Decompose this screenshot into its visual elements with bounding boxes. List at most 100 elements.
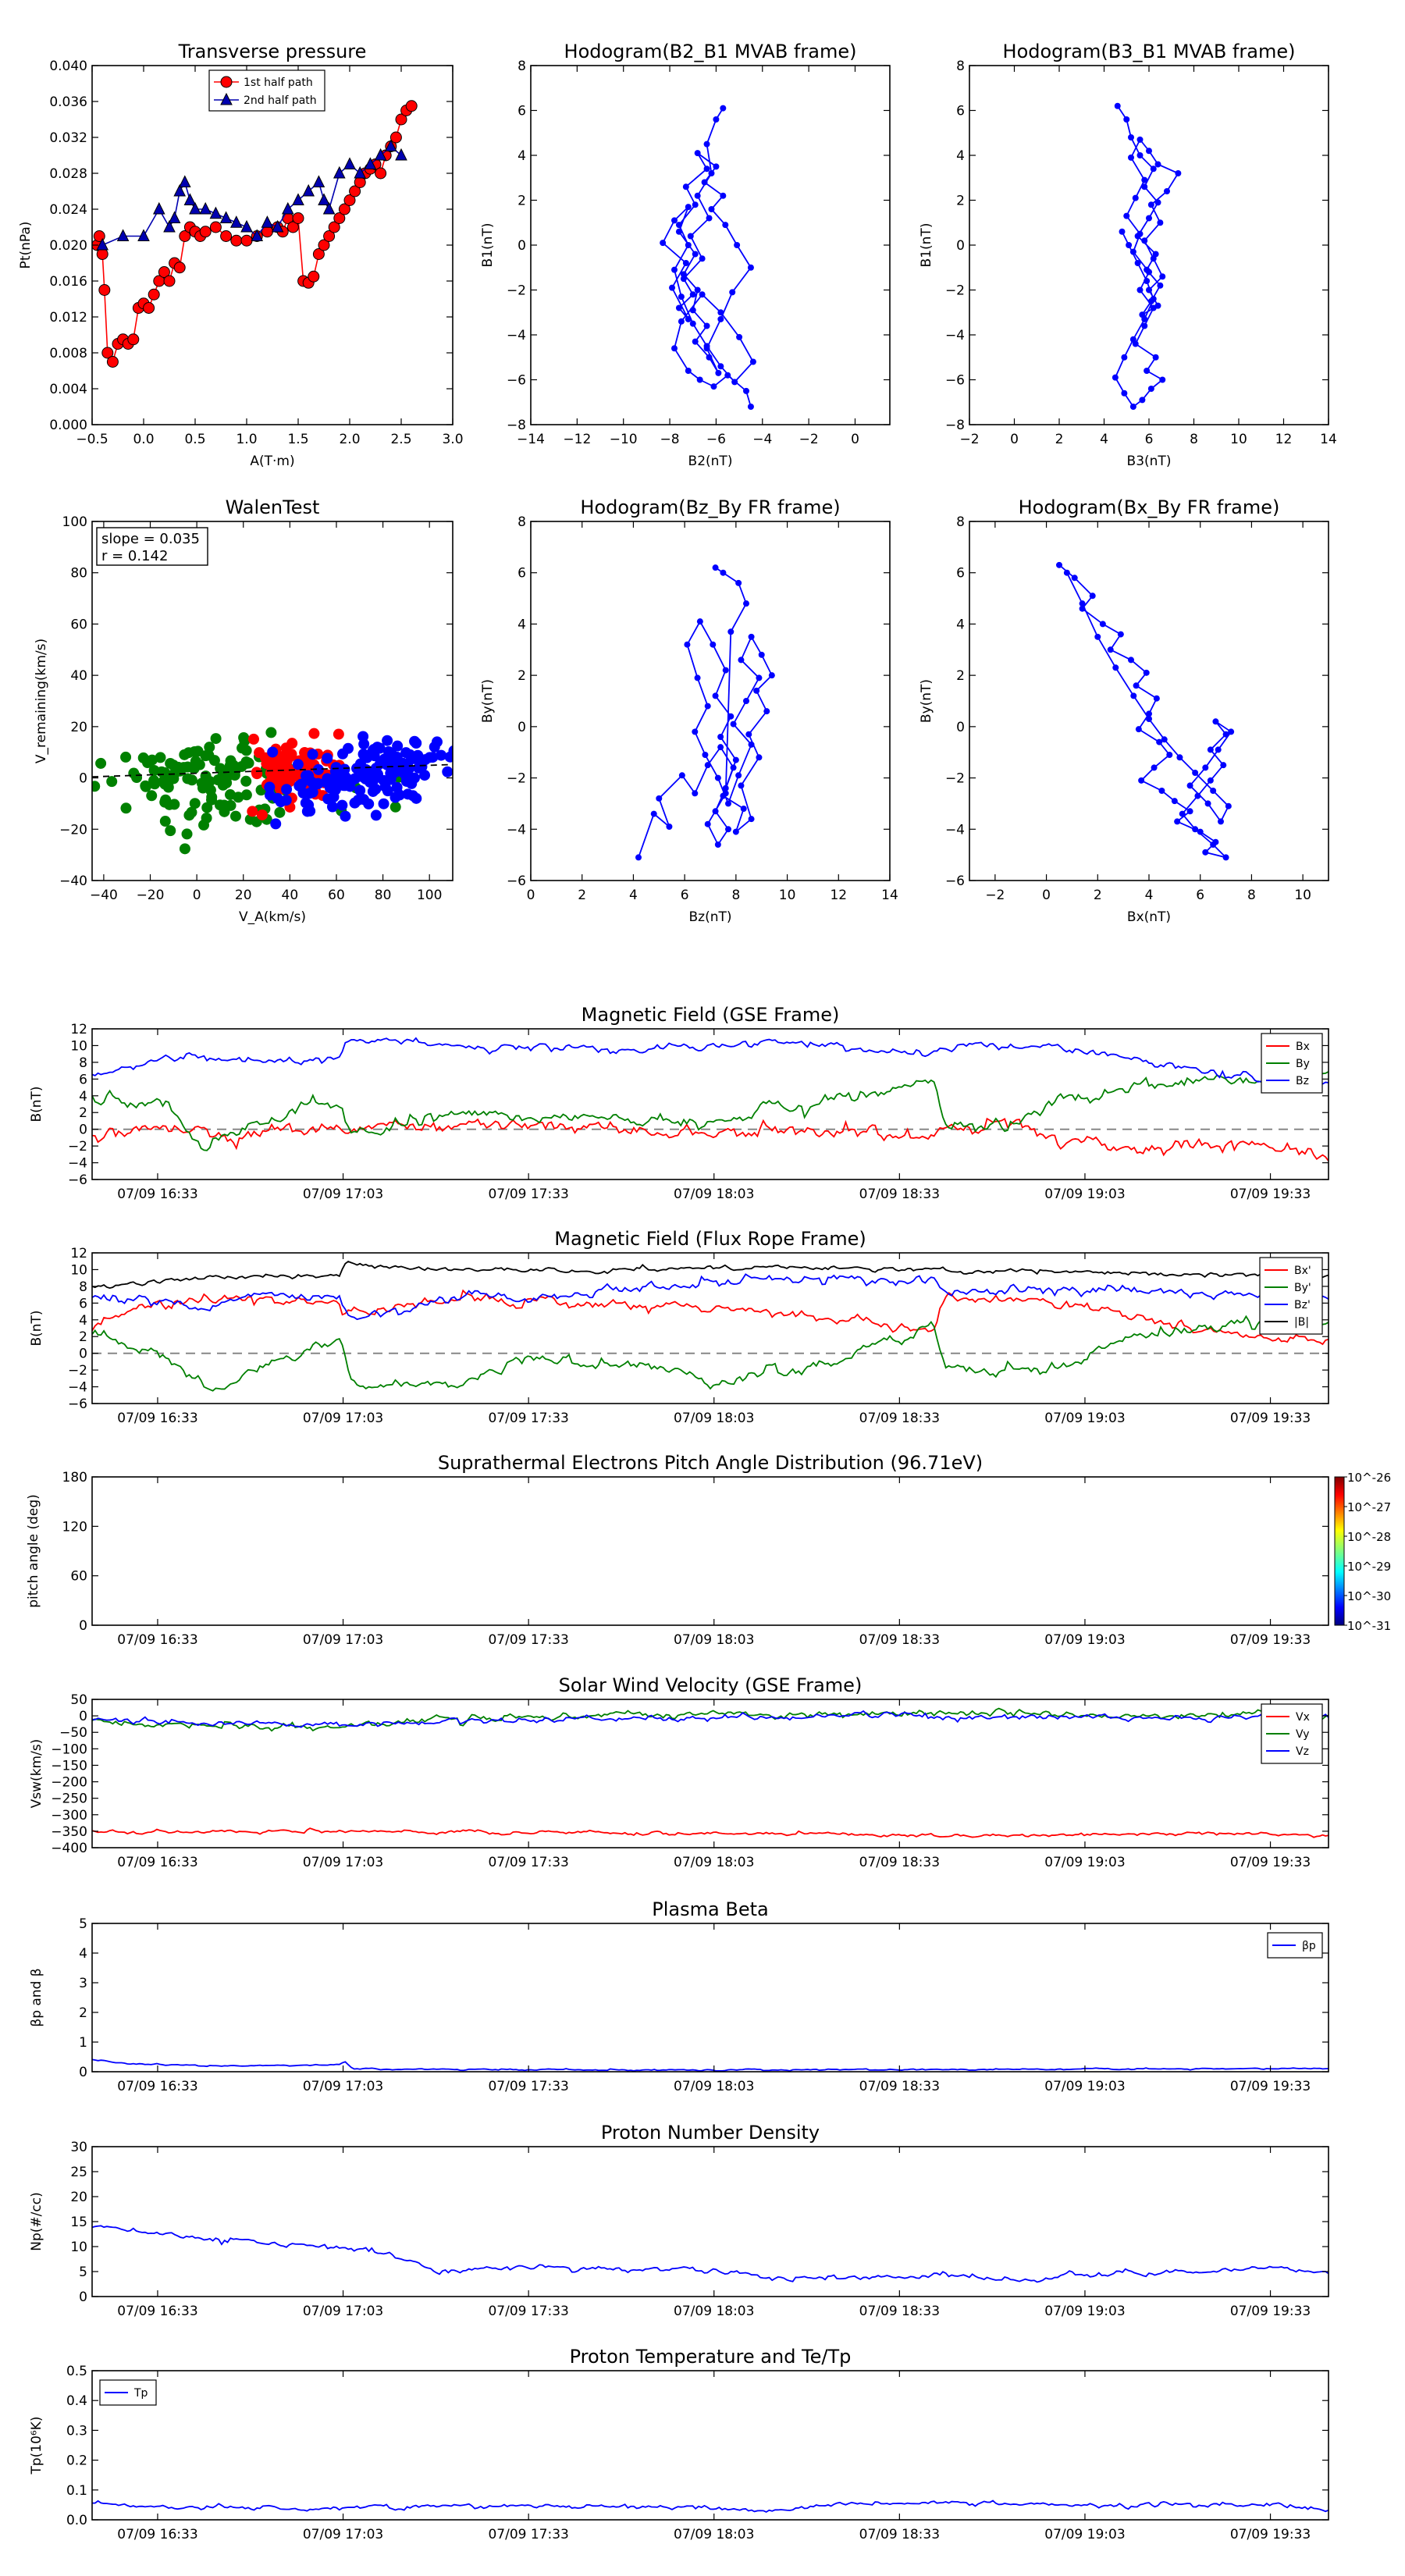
- hodogram-b2-b1-point: [734, 242, 741, 248]
- walen-test-ytick-label: 60: [70, 617, 87, 632]
- hodogram-b3-b1-xtick-label: 0: [1010, 432, 1019, 447]
- walen-test-point-blue: [442, 766, 453, 777]
- plasma-beta-xtick-label: 07/09 17:03: [303, 2079, 383, 2094]
- solar-wind-velocity-legend-label: Vx: [1296, 1711, 1310, 1724]
- transverse-pressure-point-2nd: [333, 165, 346, 179]
- hodogram-b2-b1-point: [671, 217, 678, 224]
- hodogram-bz-by-point: [725, 800, 731, 807]
- hodogram-b2-b1-xtick-label: −4: [752, 432, 772, 447]
- hodogram-bx-by-point: [1176, 754, 1183, 761]
- transverse-pressure-legend-label-2: 2nd half path: [244, 94, 317, 107]
- hodogram-b2-b1-point: [675, 222, 682, 229]
- transverse-pressure-ytick-label: 0.004: [49, 382, 87, 397]
- magnetic-field-flux-rope-legend-label: By': [1294, 1282, 1311, 1294]
- hodogram-b2-b1-point: [717, 315, 724, 322]
- proton-number-density-xtick-label: 07/09 18:33: [859, 2304, 940, 2319]
- walen-test-point-blue: [402, 788, 414, 800]
- magnetic-field-gse-ytick-label: −2: [68, 1139, 87, 1155]
- hodogram-b2-b1-point: [736, 333, 743, 340]
- proton-temperature-ytick-label: 0.0: [66, 2513, 87, 2528]
- walen-test-point-blue: [326, 801, 338, 813]
- proton-temperature-chart: Proton Temperature and Te/Tp 0.0 0.1 0.2 0.3…: [29, 2346, 1329, 2542]
- magnetic-field-gse-ylabel: B(nT): [29, 1086, 44, 1122]
- walen-test-point-blue: [329, 766, 341, 777]
- walen-test-point-blue: [456, 759, 467, 770]
- hodogram-b2-b1-xtick-label: −12: [563, 432, 591, 447]
- hodogram-b2-b1-point: [713, 163, 720, 170]
- transverse-pressure-ytick-label: 0.008: [49, 346, 87, 361]
- hodogram-b3-b1-ytick-label: 8: [956, 59, 965, 74]
- hodogram-bx-by-point: [1186, 782, 1193, 789]
- hodogram-bx-by-point: [1079, 605, 1086, 612]
- walen-test-ylabel: V_remaining(km/s): [34, 639, 49, 763]
- hodogram-bx-by-ytick-label: −4: [945, 822, 965, 838]
- hodogram-bz-by-point: [753, 687, 760, 694]
- hodogram-b2-b1-point: [660, 240, 667, 247]
- transverse-pressure-point-1st: [199, 226, 212, 238]
- transverse-pressure-point-1st: [405, 100, 418, 112]
- hodogram-bx-by-chart: Hodogram(Bx_By FR frame) −6 −4 −2 0 2 4 6 8 −2 0 2 4…: [919, 496, 1329, 925]
- hodogram-b3-b1-point: [1147, 201, 1154, 208]
- hodogram-b3-b1-point: [1152, 354, 1159, 361]
- hodogram-bx-by-point: [1222, 731, 1229, 738]
- hodogram-bx-by-xtick-label: 0: [1042, 888, 1051, 903]
- transverse-pressure-point-2nd: [384, 139, 397, 151]
- solar-wind-velocity-ytick-label: −250: [51, 1791, 87, 1807]
- walen-test-point-blue: [322, 753, 333, 764]
- hodogram-bx-by-point: [1079, 600, 1086, 607]
- plasma-beta-chart: Plasma Beta 0 1 2 3 4 5 07/09 16:33 07/09 17:03 0…: [29, 1898, 1329, 2094]
- hodogram-bx-by-point: [1161, 736, 1168, 743]
- walen-test-point-blue: [411, 792, 422, 804]
- hodogram-bx-by-point: [1202, 764, 1209, 771]
- hodogram-b2-b1-point: [706, 354, 713, 361]
- walen-test-point-green: [206, 794, 218, 806]
- hodogram-bz-by-point: [714, 841, 721, 848]
- hodogram-bz-by-point: [712, 808, 719, 815]
- proton-number-density-ylabel: Np(#/cc): [29, 2192, 44, 2250]
- hodogram-b2-b1-point: [717, 363, 724, 370]
- transverse-pressure-ytick-label: 0.016: [49, 274, 87, 290]
- hodogram-bz-by-point: [735, 772, 742, 779]
- magnetic-field-flux-rope-ytick-label: −2: [68, 1363, 87, 1379]
- walen-test-point-red: [299, 747, 311, 759]
- walen-test-point-blue: [379, 781, 391, 792]
- walen-test-point-blue: [427, 752, 439, 763]
- magnetic-field-flux-rope-legend: [1259, 1257, 1323, 1335]
- walen-test-point-green: [208, 755, 220, 767]
- hodogram-bx-by-point: [1099, 621, 1106, 628]
- hodogram-bx-by-point: [1117, 631, 1124, 638]
- walen-test-ytick-label: 40: [70, 668, 87, 684]
- hodogram-bz-by-path: [638, 567, 773, 858]
- magnetic-field-gse-ytick-label: −6: [68, 1172, 87, 1188]
- walen-test-point-red: [256, 809, 268, 820]
- walen-test-point-blue: [328, 783, 340, 795]
- hodogram-b2-b1-chart: Hodogram(B2_B1 MVAB frame) −8 −6 −4 −2 0 2 4 6 8 −…: [480, 41, 891, 469]
- hodogram-b3-b1-xtick-label: 8: [1190, 432, 1198, 447]
- suprathermal-electrons-xtick-label: 07/09 18:33: [859, 1632, 940, 1648]
- plasma-beta-xtick-label: 07/09 18:03: [674, 2079, 754, 2094]
- transverse-pressure-ytick-label: 0.028: [49, 166, 87, 182]
- hodogram-b2-b1-point: [685, 242, 692, 248]
- hodogram-b3-b1-point: [1146, 215, 1152, 222]
- magnetic-field-flux-rope-series-By': [91, 1313, 1329, 1392]
- walen-test-point-blue: [328, 791, 340, 802]
- plasma-beta-series-βp: [91, 2058, 1329, 2072]
- walen-test-point-blue: [444, 751, 453, 763]
- hodogram-b2-b1-point: [685, 204, 692, 211]
- proton-number-density-title: Proton Number Density: [601, 2122, 820, 2144]
- plasma-beta-ylabel: βp and β: [29, 1968, 44, 2026]
- hodogram-bz-by-point: [678, 772, 685, 779]
- walen-test-point-blue: [397, 767, 409, 778]
- transverse-pressure-point-2nd: [183, 193, 197, 205]
- hodogram-bx-by-ytick-label: 0: [956, 720, 965, 735]
- hodogram-b3-b1-ytick-label: 0: [956, 238, 965, 254]
- proton-number-density-ytick-label: 30: [70, 2140, 87, 2155]
- magnetic-field-gse-ytick-label: 2: [79, 1105, 87, 1121]
- hodogram-bx-by-point: [1228, 728, 1235, 735]
- hodogram-b3-b1-point: [1128, 154, 1134, 161]
- hodogram-bz-by-xlabel: Bz(nT): [688, 909, 731, 925]
- walen-test-point-blue: [370, 763, 382, 774]
- proton-number-density-ytick-label: 25: [70, 2165, 87, 2180]
- transverse-pressure-point-2nd: [240, 219, 253, 233]
- solar-wind-velocity-ytick-label: 50: [70, 1692, 87, 1708]
